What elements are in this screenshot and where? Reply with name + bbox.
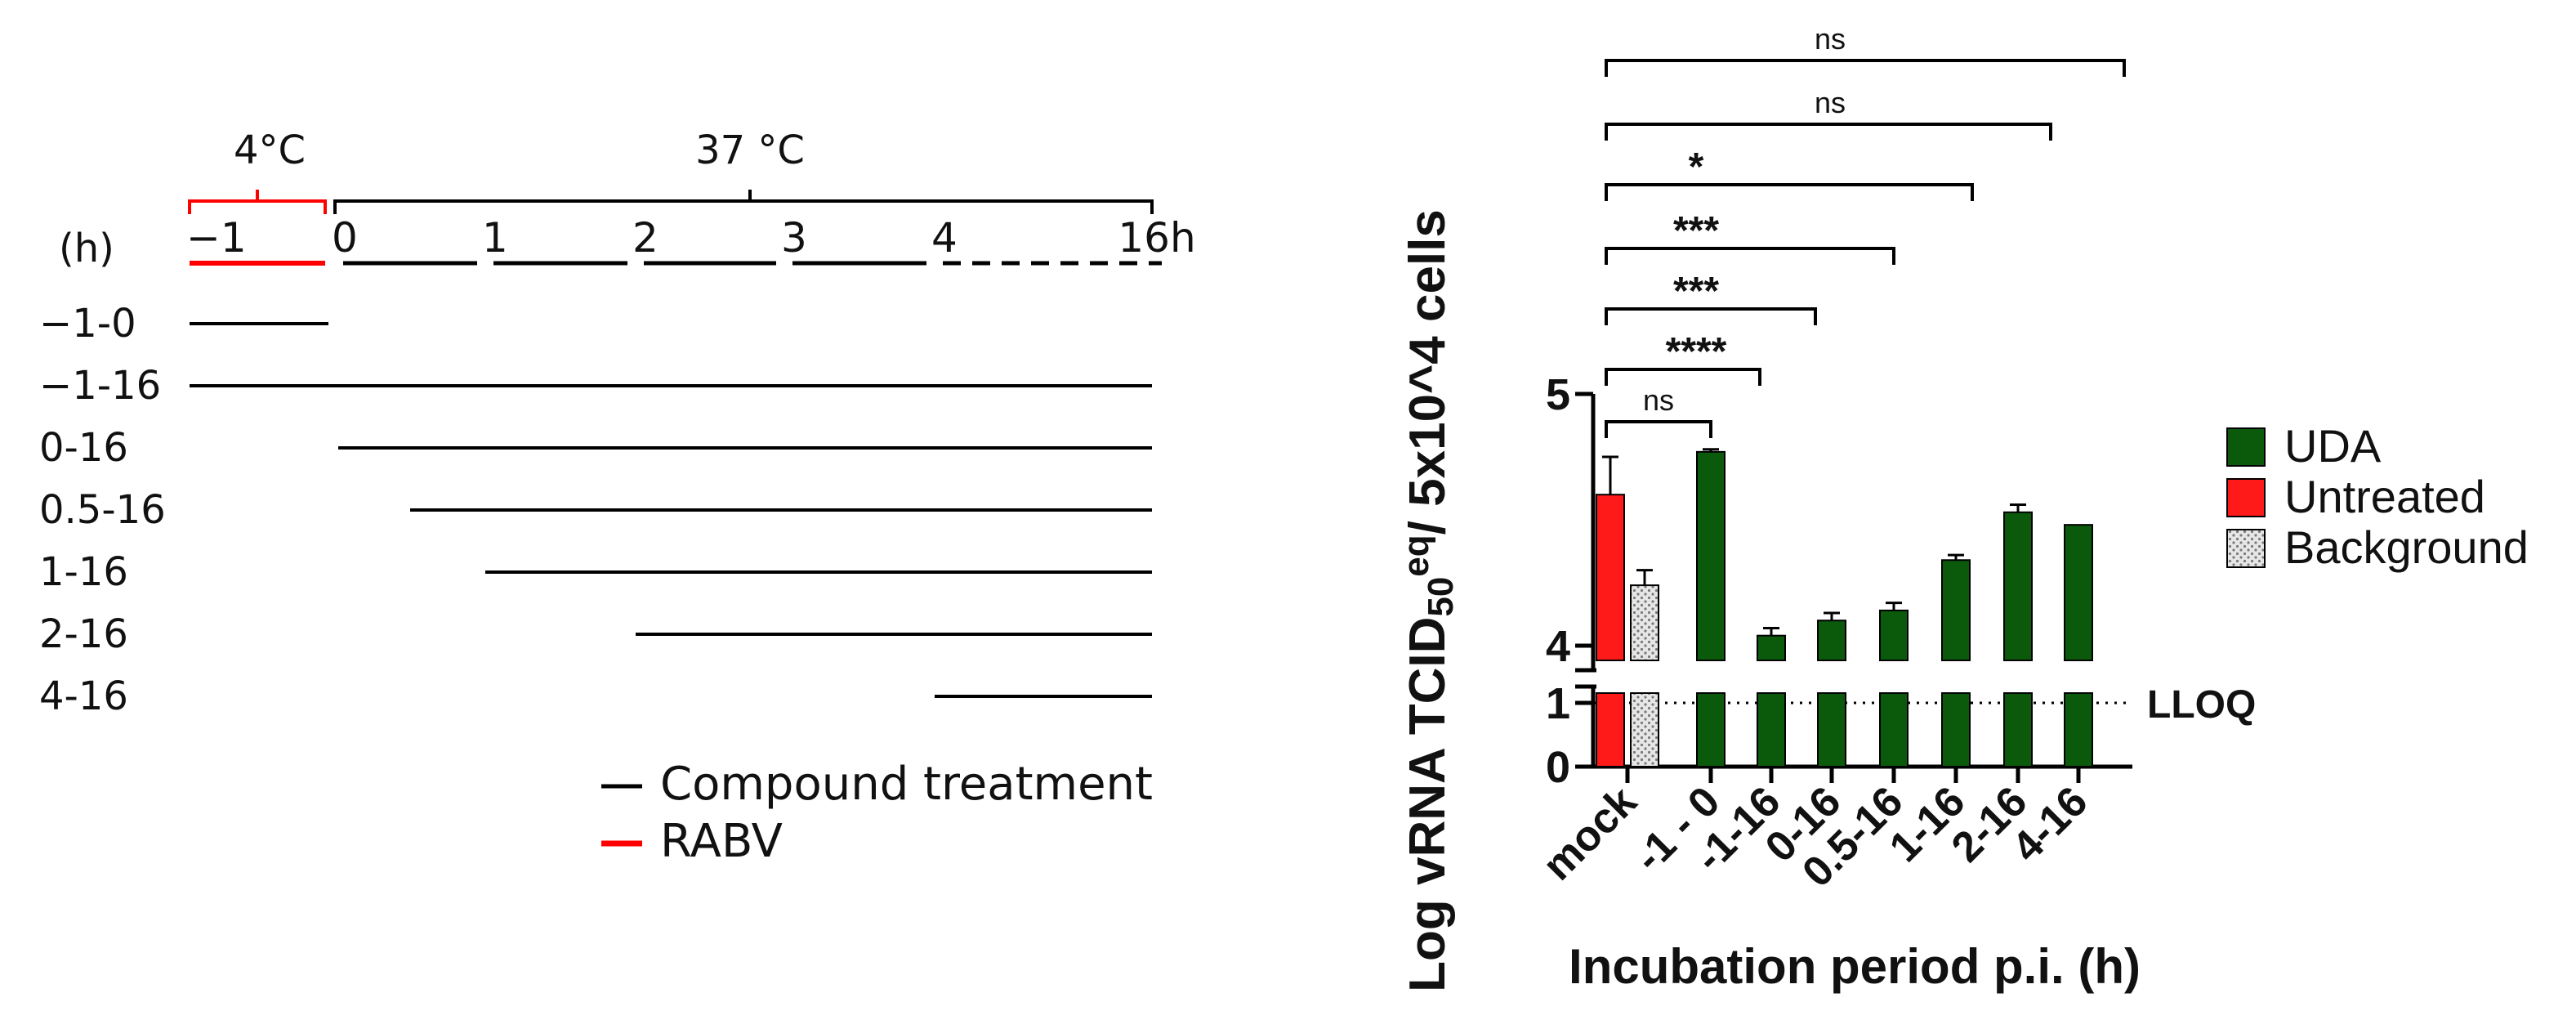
bar-1-0-uda-lower [1696, 692, 1726, 767]
significance-bracket [1605, 59, 2126, 77]
bar-mock-background-lower [1630, 692, 1659, 767]
significance-bracket [1605, 247, 1895, 265]
legend-rabv-label: RABV [660, 815, 783, 868]
bar-mock-background-upper [1630, 584, 1659, 662]
bar-chart: Log vRNA TCID50eq/ 5x10^4 cells Incubati… [1396, 22, 2529, 994]
bar-1-16-uda-lower [1757, 692, 1786, 767]
significance-bracket [1605, 183, 1974, 201]
significance-bracket [1605, 307, 1817, 325]
x-axis-label: Incubation period p.i. (h) [1569, 939, 2141, 994]
y-tick-label-4: 4 [1546, 622, 1570, 671]
bar-1-16-uda-upper [1757, 634, 1786, 661]
time-tick-label-3: 3 [781, 214, 807, 262]
significance-label: ns [1815, 86, 1846, 119]
warm-phase-bracket [333, 190, 1154, 214]
significance-bracket [1605, 123, 2052, 141]
timeline-panel: 4°C 37 °C (h) −1 0 1 2 3 4 16h −1-0 −1-16 0-16 0.5… [39, 128, 1196, 868]
significance-label: ns [1815, 22, 1846, 56]
y-axis-label: Log vRNA TCID50eq/ 5x10^4 cells [1396, 209, 1461, 992]
bar-mock-untreated-lower [1596, 692, 1625, 767]
time-tick-label-0: 0 [332, 214, 358, 262]
time-tick-label-1: −1 [186, 214, 247, 262]
time-unit-label: (h) [59, 226, 114, 271]
bar-4-16-uda-upper [2064, 524, 2093, 661]
treatment-row-label: 0-16 [39, 425, 128, 471]
bar-2-16-uda-lower [2003, 692, 2033, 767]
bar-1-16-uda-upper [1941, 559, 1971, 662]
treatment-row-label: 4-16 [39, 673, 128, 719]
legend-untreated-label: Untreated [2284, 471, 2485, 522]
cold-phase-label: 4°C [234, 128, 306, 173]
x-category-label-mock: mock [1534, 777, 1645, 889]
treatment-row-label: −1-16 [39, 363, 161, 409]
legend-background-label: Background [2284, 521, 2529, 573]
significance-label: ns [1643, 383, 1674, 417]
significance-label: * [1689, 145, 1704, 189]
bar-0-5-16-uda-lower [1879, 692, 1909, 767]
y-tick-label-1: 1 [1546, 679, 1570, 728]
bar-1-16-uda-lower [1941, 692, 1971, 767]
significance-bracket [1605, 420, 1712, 438]
significance-bracket [1605, 368, 1761, 386]
x-category-label-4-16: 4-16 [2003, 777, 2097, 871]
treatment-row-label: 0.5-16 [39, 487, 166, 533]
significance-label: **** [1666, 330, 1727, 374]
time-tick-label-16h: 16h [1118, 214, 1195, 262]
legend-uda-swatch [2226, 427, 2266, 467]
warm-phase-label: 37 °C [695, 128, 805, 173]
bar-0-5-16-uda-upper [1879, 609, 1909, 662]
bar-0-16-uda-lower [1817, 692, 1846, 767]
bar-1-0-uda-upper [1696, 450, 1726, 662]
treatment-row-label: 1-16 [39, 549, 128, 595]
legend-background-swatch [2226, 529, 2266, 568]
timeline-legend: Compound treatment RABV [601, 758, 1153, 868]
legend-compound-label: Compound treatment [660, 758, 1153, 811]
cold-phase-bracket [188, 190, 327, 214]
y-tick-label-0: 0 [1546, 743, 1570, 792]
bar-0-16-uda-upper [1817, 620, 1846, 662]
y-tick-label-5: 5 [1546, 370, 1570, 419]
bar-2-16-uda-upper [2003, 511, 2033, 662]
significance-label: *** [1673, 209, 1719, 253]
bar-mock-untreated-upper [1596, 494, 1625, 662]
significance-label: *** [1673, 270, 1719, 313]
legend-untreated-swatch [2226, 478, 2266, 517]
legend-uda-label: UDA [2284, 420, 2382, 472]
treatment-row-label: 2-16 [39, 611, 128, 657]
chart-legend: UDA Untreated Background [2226, 420, 2529, 573]
treatment-row-label: −1-0 [39, 301, 136, 347]
time-tick-label-1: 1 [482, 214, 508, 262]
lloq-label: LLOQ [2147, 683, 2256, 727]
bar-4-16-uda-lower [2064, 692, 2093, 767]
time-tick-label-4: 4 [931, 214, 958, 262]
time-tick-label-2: 2 [632, 214, 659, 262]
